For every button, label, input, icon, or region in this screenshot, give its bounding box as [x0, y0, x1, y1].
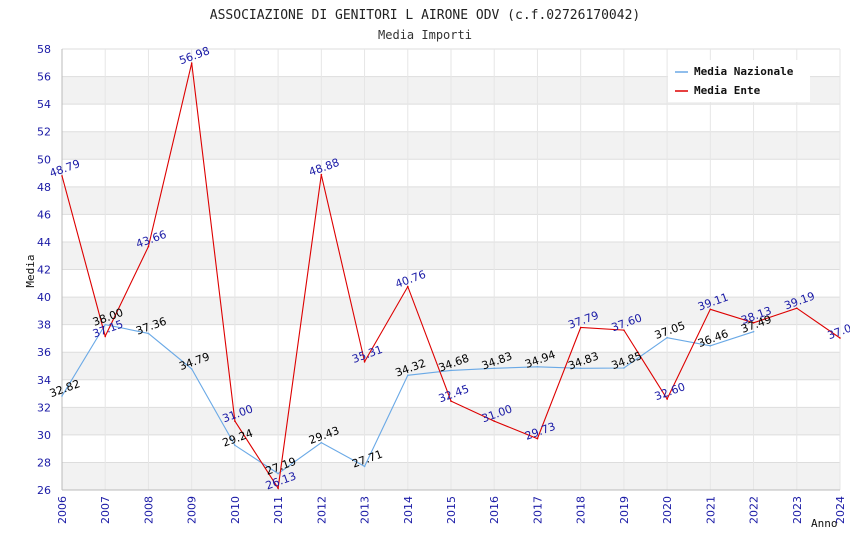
data-point-media-ente [406, 285, 409, 288]
y-tick-label: 40 [37, 291, 51, 304]
legend-label-media-ente: Media Ente [694, 84, 761, 97]
data-point-media-nazionale [234, 444, 236, 447]
x-tick-label: 2020 [661, 496, 674, 524]
y-tick-label: 42 [37, 264, 51, 277]
data-label-media-ente: 48.79 [48, 157, 82, 180]
data-point-media-ente [277, 487, 279, 490]
x-tick-label: 2015 [445, 496, 458, 524]
data-point-media-ente [234, 420, 236, 422]
x-tick-label: 2006 [56, 496, 69, 524]
data-point-media-ente [536, 437, 539, 440]
data-point-media-nazionale [536, 365, 539, 368]
data-point-media-nazionale [493, 367, 496, 370]
data-point-media-nazionale [320, 441, 323, 444]
x-tick-label: 2021 [704, 496, 717, 524]
data-point-media-ente [709, 308, 712, 311]
data-point-media-nazionale [147, 332, 150, 335]
data-label-media-nazionale: 36.46 [696, 327, 730, 350]
legend-box [668, 60, 810, 102]
y-tick-label: 26 [37, 484, 51, 497]
data-point-media-nazionale [104, 323, 107, 326]
y-tick-label: 32 [37, 401, 51, 414]
data-point-media-ente [752, 322, 755, 324]
y-tick-label: 38 [37, 319, 51, 332]
data-label-media-ente: 40.76 [394, 268, 428, 291]
x-tick-label: 2017 [531, 496, 544, 524]
chart-subtitle: Media Importi [378, 28, 472, 42]
data-point-media-nazionale [406, 374, 409, 377]
data-point-media-ente [579, 326, 582, 329]
x-tick-label: 2011 [272, 496, 285, 524]
y-tick-label: 30 [37, 429, 51, 442]
data-point-media-ente [795, 307, 798, 310]
x-tick-label: 2014 [402, 496, 415, 524]
chart-title: ASSOCIAZIONE DI GENITORI L AIRONE ODV (c… [210, 8, 640, 23]
x-tick-label: 2013 [359, 496, 372, 524]
x-tick-label: 2012 [315, 496, 328, 524]
legend: Media Nazionale Media Ente [668, 60, 810, 102]
data-point-media-nazionale [190, 368, 193, 370]
x-tick-label: 2024 [834, 496, 847, 524]
y-tick-label: 52 [37, 126, 51, 139]
y-tick-label: 28 [37, 456, 51, 469]
data-point-media-nazionale [579, 367, 582, 370]
data-point-media-ente [493, 420, 496, 422]
y-tick-label: 54 [37, 98, 51, 111]
data-point-media-nazionale [752, 330, 755, 333]
series-lines [61, 62, 841, 490]
data-point-media-nazionale [666, 336, 668, 339]
data-point-media-ente [623, 329, 625, 331]
data-point-media-ente [147, 245, 150, 248]
x-tick-labels: 2006 2007 2008 2009 2010 2011 2012 2013 2014 2015… [56, 496, 847, 524]
y-tick-label: 58 [37, 43, 51, 56]
data-point-media-nazionale [709, 345, 712, 347]
data-point-media-ente [450, 400, 452, 402]
data-point-media-ente [190, 62, 193, 64]
data-point-media-nazionale [450, 369, 452, 372]
data-point-media-nazionale [623, 367, 625, 369]
y-tick-label: 48 [37, 181, 51, 194]
x-tick-label: 2008 [142, 496, 155, 524]
y-tick-label: 44 [37, 236, 51, 249]
x-tick-label: 2019 [618, 496, 631, 524]
data-label-media-nazionale: 32.82 [48, 377, 82, 400]
y-tick-labels: 26 28 30 32 34 36 38 40 42 44 46 48 50 52 54 56 58 [37, 43, 51, 497]
y-tick-label: 56 [37, 71, 51, 84]
x-tick-label: 2009 [186, 496, 199, 524]
data-point-media-nazionale [61, 395, 63, 397]
x-tick-label: 2016 [488, 496, 501, 524]
data-point-media-ente [104, 335, 107, 338]
x-axis-label: Anno [811, 517, 838, 530]
y-tick-label: 34 [37, 374, 51, 387]
y-axis-label: Media [24, 254, 37, 287]
x-tick-label: 2023 [791, 496, 804, 524]
data-label-media-ente: 56.98 [177, 44, 211, 67]
data-point-media-ente [839, 337, 841, 339]
x-tick-label: 2018 [575, 496, 588, 524]
y-tick-label: 36 [37, 346, 51, 359]
x-tick-label: 2022 [748, 496, 761, 524]
data-point-media-nazionale [363, 465, 366, 468]
x-tick-label: 2007 [99, 496, 112, 524]
legend-label-media-nazionale: Media Nazionale [694, 65, 794, 78]
data-point-media-ente [363, 360, 366, 363]
data-point-media-ente [666, 398, 668, 400]
x-tick-label: 2010 [229, 496, 242, 524]
y-tick-label: 46 [37, 208, 51, 221]
data-point-media-nazionale [277, 472, 279, 475]
axes [61, 49, 840, 491]
y-tick-label: 50 [37, 153, 51, 166]
data-point-media-ente [320, 173, 323, 176]
data-point-media-ente [61, 175, 63, 177]
